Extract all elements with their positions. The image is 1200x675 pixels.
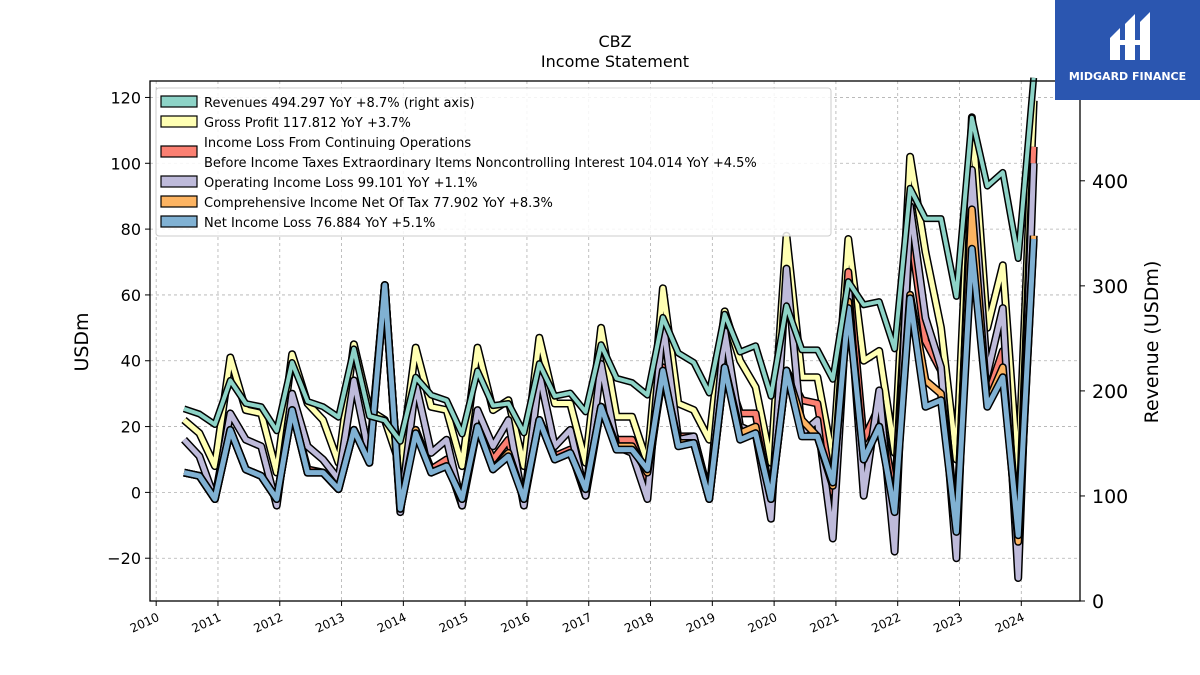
y-tick-label: 120 <box>110 88 141 107</box>
x-tick-label: 2023 <box>931 610 965 636</box>
x-tick-label: 2013 <box>313 610 347 636</box>
legend-item: Comprehensive Income Net Of Tax 77.902 Y… <box>160 195 553 211</box>
plot-frame <box>149 80 1081 602</box>
y-tick-label: 80 <box>121 220 141 239</box>
y2-tick-label: 0 <box>1092 591 1104 613</box>
series-line <box>181 163 1038 582</box>
y2-tick-label: 400 <box>1092 171 1128 193</box>
legend-label: Operating Income Loss 99.101 YoY +1.1% <box>204 176 478 191</box>
y-tick-label: 40 <box>121 352 141 371</box>
x-tick-label: 2016 <box>499 610 533 636</box>
legend-label: Gross Profit 117.812 YoY +3.7% <box>204 116 411 131</box>
brand-logo: MIDGARD FINANCE <box>1055 0 1200 100</box>
legend-item: Net Income Loss 76.884 YoY +5.1% <box>160 215 435 231</box>
y2-axis-label: Revenue (USDm) <box>1141 261 1163 424</box>
x-tick-label: 2017 <box>560 610 594 636</box>
y-tick-label: −20 <box>107 549 141 568</box>
y2-tick-label: 100 <box>1092 486 1128 508</box>
x-tick-label: 2022 <box>869 610 903 636</box>
legend-swatch <box>160 215 198 228</box>
logo-text: MIDGARD FINANCE <box>1068 70 1187 83</box>
legend-swatch <box>160 145 198 158</box>
legend-label: Income Loss From Continuing Operations <box>204 136 471 151</box>
x-tick-label: 2014 <box>375 610 409 636</box>
legend-swatch <box>160 195 198 208</box>
legend-item: Gross Profit 117.812 YoY +3.7% <box>160 115 411 131</box>
series-layer <box>181 77 1038 582</box>
legend-swatch <box>160 95 198 108</box>
chart-title: CBZ <box>598 32 631 51</box>
legend-swatch <box>160 115 198 128</box>
series-line <box>182 77 1038 445</box>
series-stroke <box>182 163 1037 581</box>
legend-item: Revenues 494.297 YoY +8.7% (right axis) <box>160 95 475 111</box>
legend-label: Net Income Loss 76.884 YoY +5.1% <box>204 216 435 231</box>
x-tick-label: 2018 <box>622 610 656 636</box>
x-tick-label: 2010 <box>128 610 162 636</box>
legend-box <box>155 87 832 237</box>
y2-tick-label: 300 <box>1092 276 1128 298</box>
legend-item: Income Loss From Continuing Operations Be… <box>160 136 757 171</box>
series-line <box>181 100 1038 480</box>
x-tick-label: 2019 <box>684 610 718 636</box>
x-tick-label: 2020 <box>746 610 780 636</box>
y-tick-label: 60 <box>121 286 141 305</box>
legend-swatch <box>160 175 198 188</box>
series-stroke <box>183 238 1037 538</box>
y-axis-label: USDm <box>71 312 93 371</box>
y-tick-label: 100 <box>110 154 141 173</box>
legend-label: Comprehensive Income Net Of Tax 77.902 Y… <box>204 196 553 211</box>
x-tick-label: 2011 <box>190 610 224 636</box>
series-stroke <box>182 100 1037 479</box>
legend-item: Operating Income Loss 99.101 YoY +1.1% <box>160 175 478 191</box>
legend-label: Revenues 494.297 YoY +8.7% (right axis) <box>204 96 475 111</box>
y2-tick-label: 200 <box>1092 381 1128 403</box>
y-tick-label: 20 <box>121 418 141 437</box>
chart-subtitle: Income Statement <box>541 52 689 71</box>
y-tick-label: 0 <box>131 483 141 502</box>
series-stroke <box>183 77 1036 444</box>
legend: Revenues 494.297 YoY +8.7% (right axis) G… <box>155 87 832 237</box>
x-tick-label: 2012 <box>251 610 285 636</box>
x-tick-label: 2021 <box>808 610 842 636</box>
series-line <box>183 238 1038 540</box>
x-tick-label: 2015 <box>437 610 471 636</box>
legend-label: Before Income Taxes Extraordinary Items … <box>204 156 757 171</box>
x-tick-label: 2024 <box>993 610 1027 636</box>
midgard-logo-icon <box>1110 12 1150 60</box>
